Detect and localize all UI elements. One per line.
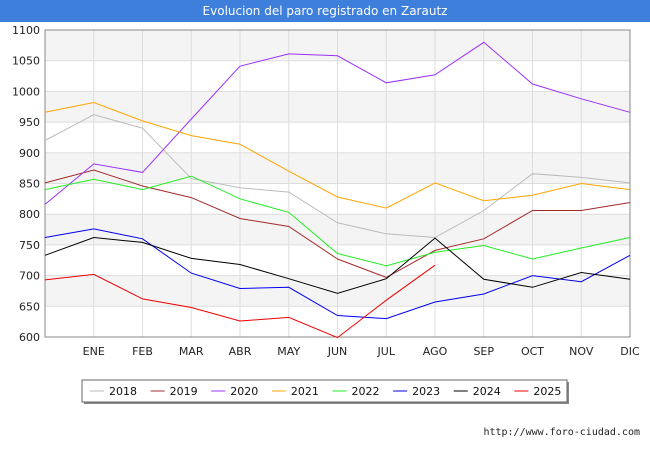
y-tick-label: 800 [19, 208, 40, 221]
x-tick-label: ABR [229, 345, 252, 358]
legend-label-2020: 2020 [230, 385, 258, 398]
legend-label-2023: 2023 [412, 385, 440, 398]
y-tick-label: 750 [19, 239, 40, 252]
x-tick-label: NOV [569, 345, 594, 358]
chart-title: Evolucion del paro registrado en Zarautz [0, 0, 650, 22]
series-lines [44, 41, 631, 339]
x-tick-label: MAR [179, 345, 204, 358]
legend-box [81, 379, 568, 403]
y-tick-label: 950 [19, 116, 40, 129]
series-line-2021 [44, 101, 631, 209]
x-axis-ticks: ENE FEB MAR ABR MAY JUN JUL AGO SEP OCT NOV DIC [83, 345, 640, 358]
y-tick-label: 1050 [12, 55, 40, 68]
series-line-2022 [44, 175, 631, 267]
x-tick-label: MAY [277, 345, 300, 358]
x-tick-label: OCT [521, 345, 544, 358]
legend-label-2022: 2022 [352, 385, 380, 398]
y-tick-label: 1000 [12, 85, 40, 98]
series-line-2018 [44, 114, 631, 239]
y-axis-ticks: 600 650 700 750 800 850 900 950 1000 1050 1100 [12, 24, 40, 344]
series-line-2024 [44, 236, 631, 294]
y-tick-label: 900 [19, 147, 40, 160]
legend-label-2018: 2018 [109, 385, 137, 398]
x-tick-label: AGO [423, 345, 448, 358]
legend-label-2019: 2019 [170, 385, 198, 398]
x-tick-label: SEP [473, 345, 494, 358]
x-tick-label: JUL [377, 345, 396, 358]
source-url: http://www.foro-ciudad.com [483, 427, 640, 438]
x-tick-label: DIC [620, 345, 640, 358]
legend-label-2025: 2025 [533, 385, 561, 398]
legend: 2018 2019 2020 2021 2022 2023 2024 2025 [81, 379, 569, 404]
series-line-2019 [44, 169, 631, 278]
x-tick-label: ENE [83, 345, 105, 358]
y-tick-label: 700 [19, 270, 40, 283]
y-tick-label: 600 [19, 331, 40, 344]
series-line-2020 [44, 41, 631, 205]
y-tick-label: 850 [19, 178, 40, 191]
series-line-2025 [44, 264, 436, 339]
y-tick-label: 650 [19, 300, 40, 313]
x-tick-label: FEB [132, 345, 153, 358]
legend-label-2021: 2021 [291, 385, 319, 398]
legend-label-2024: 2024 [473, 385, 501, 398]
series-line-2023 [44, 228, 631, 320]
x-tick-label: JUN [327, 345, 348, 358]
y-tick-label: 1100 [12, 24, 40, 37]
